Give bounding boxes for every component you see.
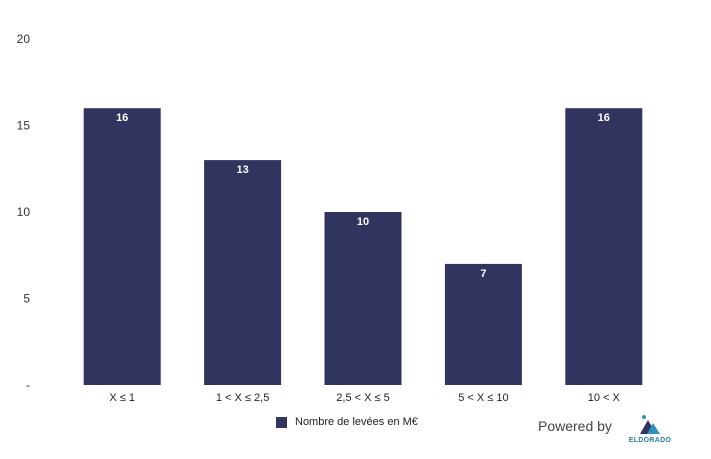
bar[interactable] [444, 263, 522, 385]
bar-value-label: 13 [236, 164, 248, 176]
x-category-label: 2,5 < X ≤ 5 [336, 392, 389, 404]
eldorado-logo: ELDORADO [622, 410, 678, 450]
logo-text: ELDORADO [628, 437, 672, 444]
y-tick-label: 20 [17, 32, 31, 46]
y-tick-label: 10 [17, 205, 31, 219]
bar[interactable] [324, 212, 402, 385]
x-category-label: 10 < X [588, 392, 621, 404]
bars: 16 13 10 7 16 [83, 108, 643, 385]
bar-value-label: 16 [598, 112, 610, 124]
powered-by-text: Powered by [538, 418, 612, 434]
bar[interactable] [565, 108, 643, 385]
bar[interactable] [83, 108, 161, 385]
x-category-label: X ≤ 1 [109, 392, 135, 404]
mountain-icon [640, 415, 660, 434]
legend: Nombre de levées en M€ [276, 416, 418, 428]
bar-value-label: 10 [357, 216, 369, 228]
bar-value-label: 16 [116, 112, 128, 124]
y-axis: - 5 10 15 20 [17, 32, 31, 392]
x-category-label: 5 < X ≤ 10 [458, 392, 508, 404]
bar[interactable] [204, 160, 282, 385]
y-tick-label: - [26, 378, 30, 392]
legend-label: Nombre de levées en M€ [295, 416, 418, 428]
bar-value-label: 7 [480, 268, 486, 280]
y-tick-label: 5 [23, 292, 30, 306]
legend-swatch [276, 416, 287, 428]
y-tick-label: 15 [17, 119, 31, 133]
x-category-label: 1 < X ≤ 2,5 [216, 392, 269, 404]
x-axis: X ≤ 1 1 < X ≤ 2,5 2,5 < X ≤ 5 5 < X ≤ 10 10 … [109, 392, 620, 404]
